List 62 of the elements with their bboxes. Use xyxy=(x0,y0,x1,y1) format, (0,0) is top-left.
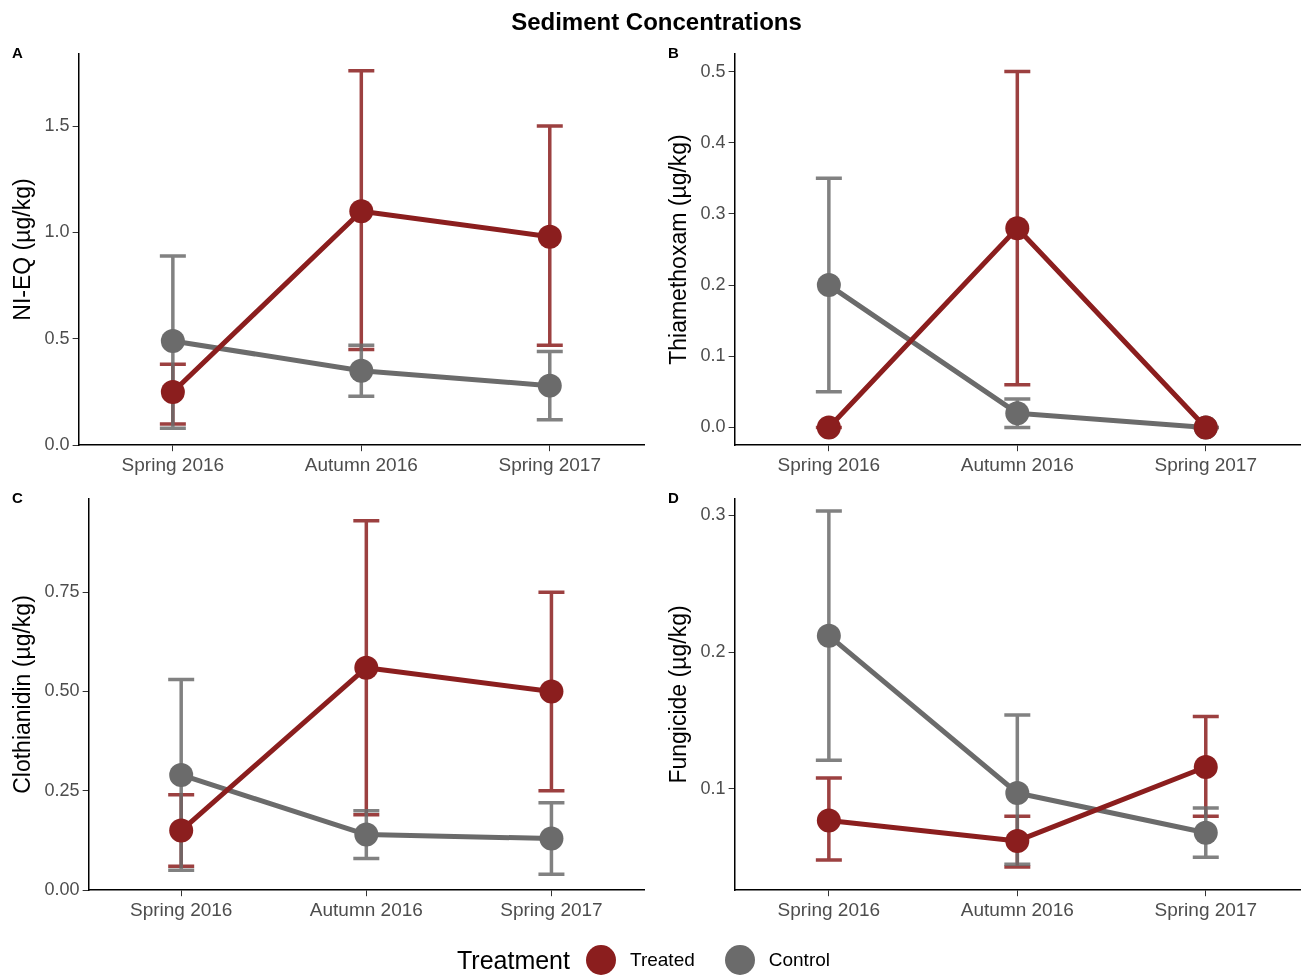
point xyxy=(349,199,374,224)
y-tick-label: 0.50 xyxy=(44,680,80,701)
x-tick-label: Autumn 2016 xyxy=(960,453,1074,475)
y-tick-label: 1.5 xyxy=(44,115,70,136)
y-tick-label: 0.75 xyxy=(44,581,80,602)
point xyxy=(169,818,194,843)
point xyxy=(354,822,379,847)
y-tick-label: 0.3 xyxy=(700,202,726,223)
point xyxy=(539,826,564,851)
y-tick-label: 0.2 xyxy=(700,274,726,295)
text: D xyxy=(668,489,679,506)
point xyxy=(160,328,185,353)
y-tick-label: 0.3 xyxy=(700,504,726,525)
point xyxy=(816,623,841,648)
text: A xyxy=(12,44,23,61)
y-axis-title: Clothianidin (µg/kg) xyxy=(9,595,36,794)
x-tick-label: Spring 2017 xyxy=(498,453,601,475)
x-tick-label: Spring 2016 xyxy=(129,898,233,920)
y-tick-label: 0.5 xyxy=(44,327,70,348)
text: B xyxy=(668,44,679,61)
y-axis-title: Thiamethoxam (µg/kg) xyxy=(665,134,692,365)
point xyxy=(1005,828,1030,853)
y-axis-title: NI-EQ (µg/kg) xyxy=(9,178,36,321)
x-tick-label: Spring 2017 xyxy=(1154,898,1257,920)
point xyxy=(539,679,564,704)
text: C xyxy=(12,489,23,506)
x-tick-label: Autumn 2016 xyxy=(309,898,423,920)
legend-label: Control xyxy=(768,949,831,970)
point xyxy=(537,373,562,398)
y-tick-label: 0.1 xyxy=(700,345,726,366)
point xyxy=(1193,755,1218,780)
x-tick-label: Spring 2016 xyxy=(121,453,225,475)
legend-label: Treated xyxy=(629,949,695,970)
y-tick-label: 0.2 xyxy=(700,641,726,662)
y-tick-label: 0.0 xyxy=(44,434,70,455)
chart-title: Sediment Concentrations xyxy=(510,8,803,36)
point xyxy=(537,224,562,249)
y-tick-label: 0.4 xyxy=(700,131,726,152)
x-tick-label: Spring 2016 xyxy=(777,898,881,920)
point xyxy=(349,358,374,383)
point xyxy=(1193,820,1218,845)
point xyxy=(816,415,841,440)
x-tick-label: Autumn 2016 xyxy=(304,453,418,475)
y-tick-label: 0.1 xyxy=(700,777,726,798)
y-axis-title: Fungicide (µg/kg) xyxy=(665,605,692,784)
x-tick-label: Autumn 2016 xyxy=(960,898,1074,920)
y-tick-label: 0.0 xyxy=(700,416,726,437)
y-tick-label: 0.00 xyxy=(44,879,80,900)
legend-title: Treatment xyxy=(456,945,570,974)
point xyxy=(169,762,194,787)
point xyxy=(160,380,185,405)
x-tick-label: Spring 2016 xyxy=(777,453,881,475)
y-tick-label: 0.25 xyxy=(44,779,80,800)
x-tick-label: Spring 2017 xyxy=(500,898,603,920)
point xyxy=(816,273,841,298)
point xyxy=(1005,216,1030,241)
point xyxy=(816,808,841,833)
y-tick-label: 1.0 xyxy=(44,221,70,242)
point xyxy=(1005,781,1030,806)
y-tick-label: 0.5 xyxy=(700,60,726,81)
x-tick-label: Spring 2017 xyxy=(1154,453,1257,475)
point xyxy=(354,655,379,680)
